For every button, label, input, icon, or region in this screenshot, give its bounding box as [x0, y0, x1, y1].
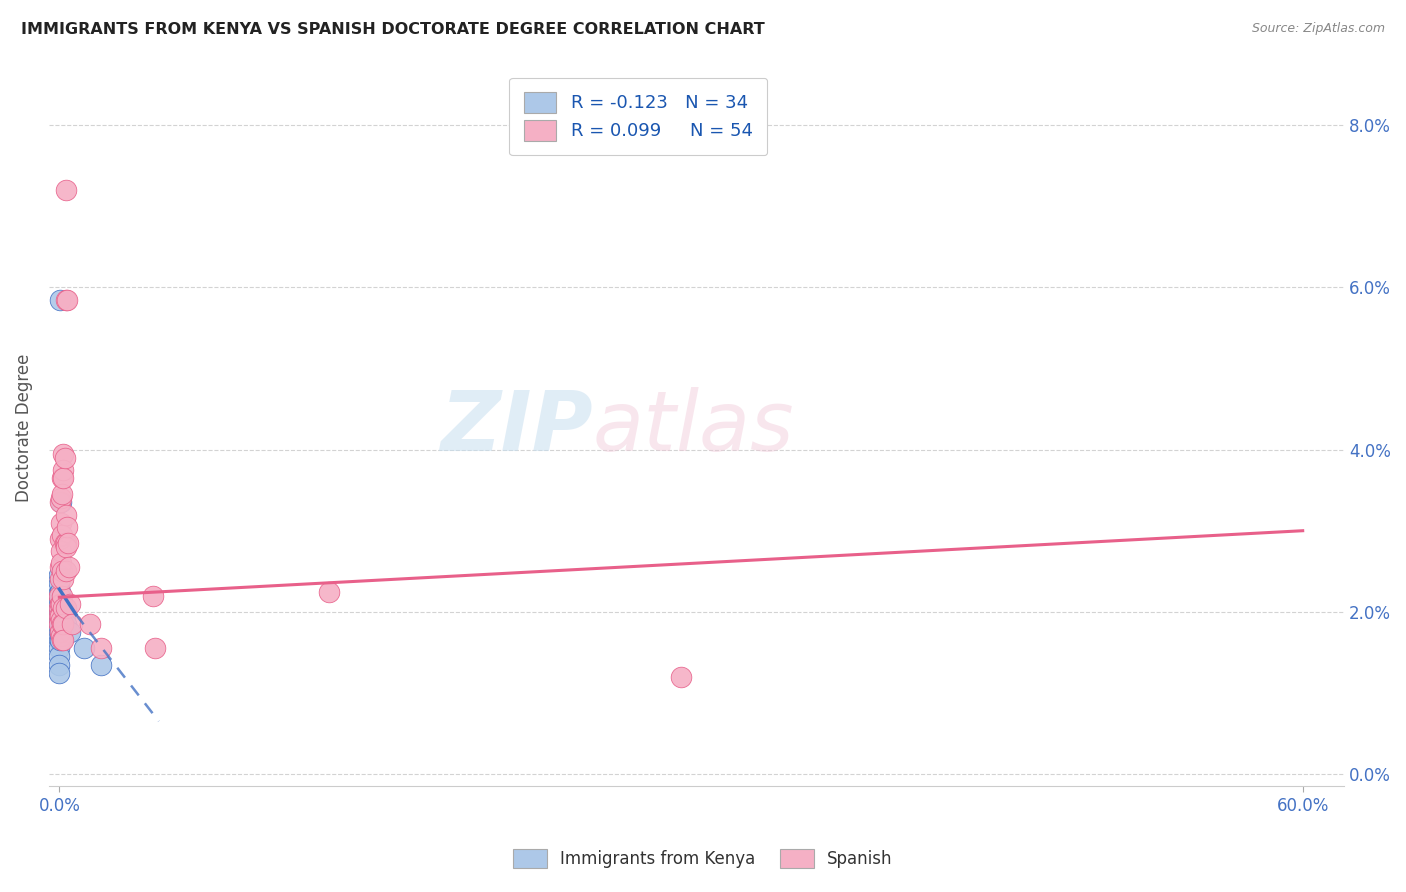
Point [90, 657, 112, 672]
Point [79, 617, 101, 632]
Point [48, 641, 70, 656]
Point [49, 633, 72, 648]
Point [52, 633, 75, 648]
Point [51, 617, 73, 632]
Point [51, 544, 73, 558]
Point [51, 556, 73, 570]
Text: IMMIGRANTS FROM KENYA VS SPANISH DOCTORATE DEGREE CORRELATION CHART: IMMIGRANTS FROM KENYA VS SPANISH DOCTORA… [21, 22, 765, 37]
Point [49, 592, 72, 607]
Point [48, 649, 70, 664]
Point [51, 633, 73, 648]
Point [53, 450, 76, 465]
Point [49, 617, 72, 632]
Point [55, 293, 77, 307]
Point [48, 625, 70, 640]
Point [51, 629, 73, 643]
Point [48, 665, 70, 680]
Point [48, 617, 70, 632]
Y-axis label: Doctorate Degree: Doctorate Degree [15, 353, 32, 501]
Point [51, 589, 73, 603]
Point [49, 625, 72, 640]
Point [48, 608, 70, 623]
Point [51, 491, 73, 506]
Point [142, 589, 165, 603]
Point [49, 573, 72, 587]
Point [48, 657, 70, 672]
Point [49, 608, 72, 623]
Point [51, 564, 73, 578]
Text: ZIP: ZIP [440, 387, 593, 467]
Point [55, 617, 77, 632]
Point [58, 560, 80, 574]
Point [49, 608, 72, 623]
Point [52, 463, 75, 477]
Point [51, 597, 73, 611]
Point [51, 487, 73, 501]
Point [52, 573, 75, 587]
Point [60, 617, 83, 632]
Point [49, 495, 72, 509]
Point [59, 597, 82, 611]
Point [55, 540, 77, 554]
Point [55, 508, 77, 522]
Point [143, 641, 166, 656]
Point [48, 608, 70, 623]
Point [48, 600, 70, 615]
Point [73, 641, 96, 656]
Point [55, 536, 77, 550]
Text: Source: ZipAtlas.com: Source: ZipAtlas.com [1251, 22, 1385, 36]
Point [48, 633, 70, 648]
Point [49, 495, 72, 509]
Point [90, 641, 112, 656]
Point [52, 600, 75, 615]
Point [55, 519, 77, 533]
Point [51, 617, 73, 632]
Point [318, 584, 340, 599]
Point [48, 600, 70, 615]
Point [49, 597, 72, 611]
Point [51, 528, 73, 542]
Point [49, 625, 72, 640]
Point [51, 613, 73, 627]
Point [51, 471, 73, 485]
Point [53, 536, 76, 550]
Point [49, 560, 72, 574]
Point [51, 605, 73, 619]
Point [48, 589, 70, 603]
Point [48, 592, 70, 607]
Point [49, 584, 72, 599]
Point [49, 600, 72, 615]
Point [55, 293, 77, 307]
Point [48, 576, 70, 591]
Point [52, 447, 75, 461]
Point [51, 516, 73, 530]
Point [59, 625, 82, 640]
Point [55, 600, 77, 615]
Point [48, 568, 70, 582]
Point [49, 532, 72, 546]
Point [52, 617, 75, 632]
Point [52, 471, 75, 485]
Point [52, 613, 75, 627]
Point [56, 536, 79, 550]
Point [55, 564, 77, 578]
Point [669, 670, 692, 684]
Point [53, 608, 76, 623]
Legend: Immigrants from Kenya, Spanish: Immigrants from Kenya, Spanish [506, 842, 900, 875]
Legend: R = -0.123   N = 34, R = 0.099     N = 54: R = -0.123 N = 34, R = 0.099 N = 54 [509, 78, 768, 155]
Point [51, 625, 73, 640]
Point [51, 597, 73, 611]
Point [48, 584, 70, 599]
Point [55, 183, 77, 197]
Point [48, 617, 70, 632]
Point [52, 600, 75, 615]
Point [49, 293, 72, 307]
Text: atlas: atlas [593, 387, 794, 467]
Point [51, 597, 73, 611]
